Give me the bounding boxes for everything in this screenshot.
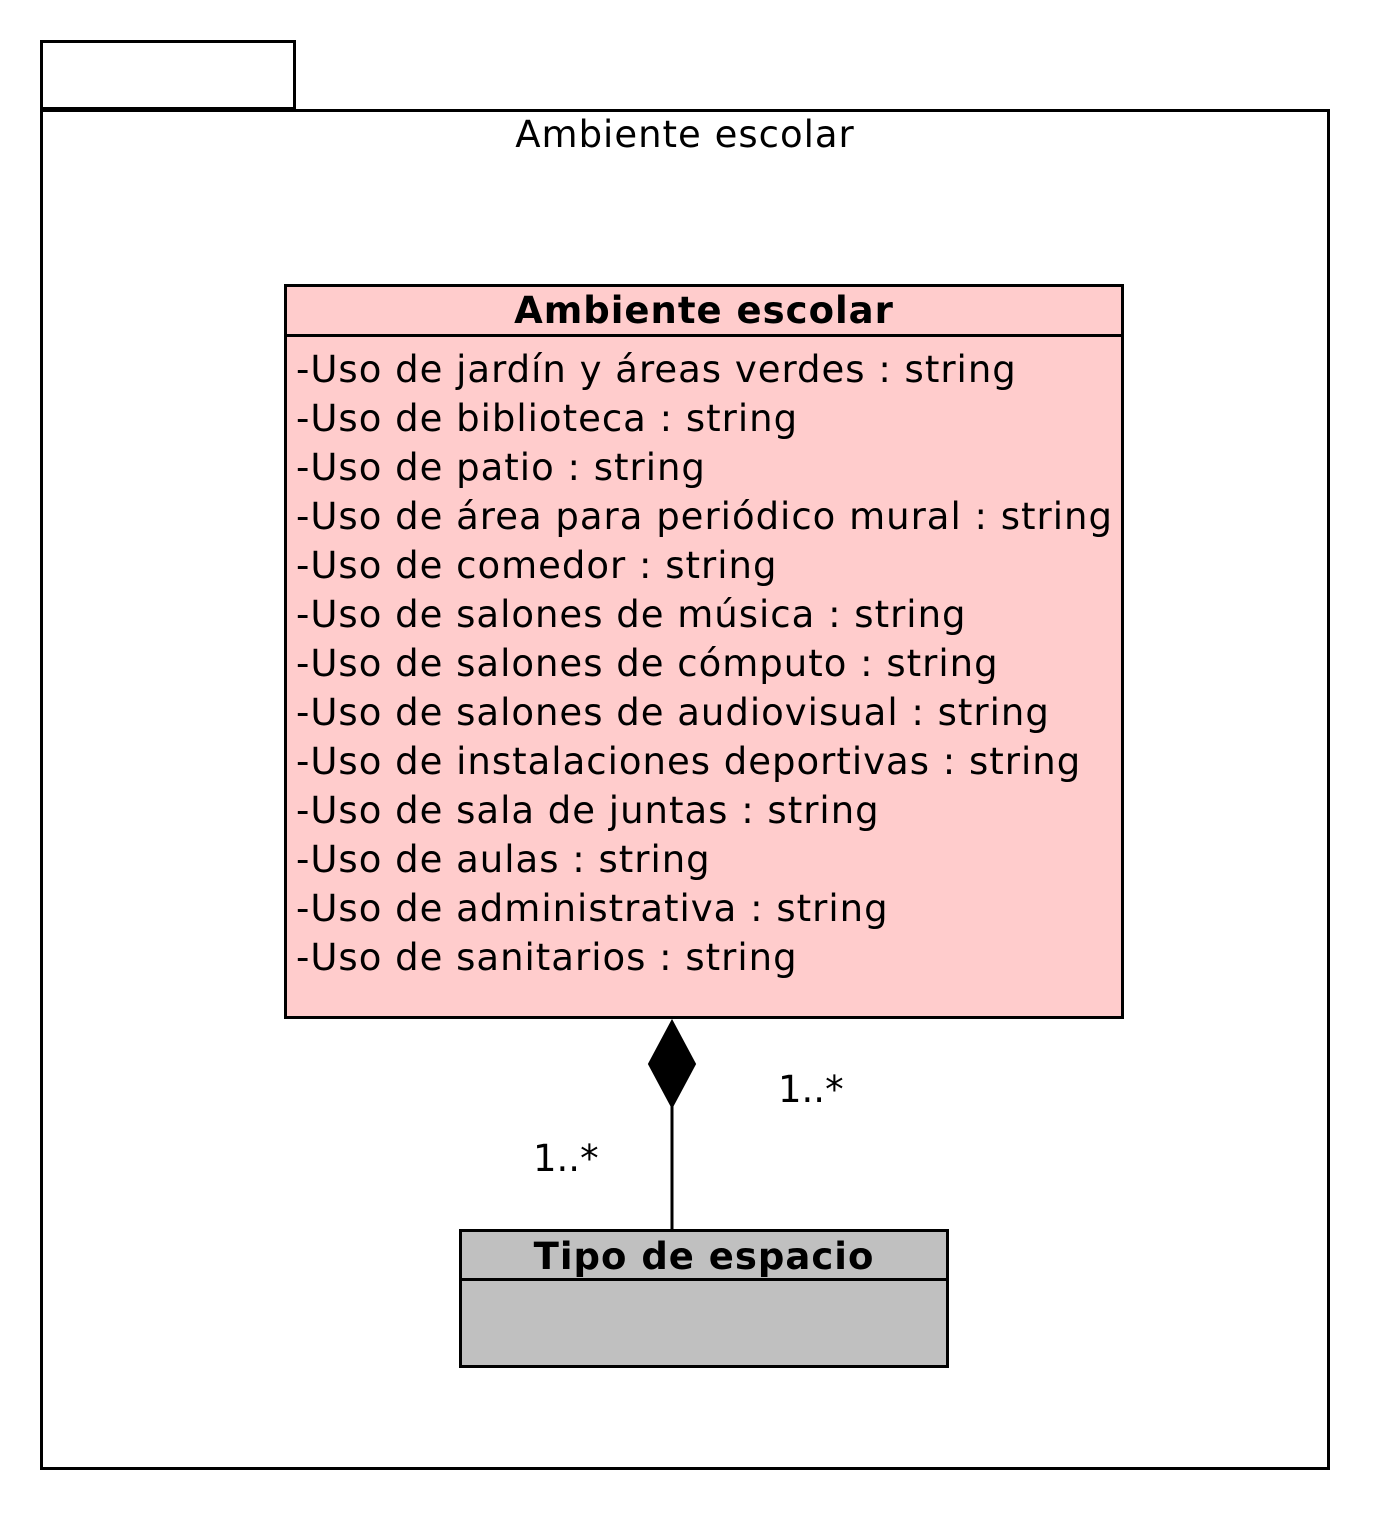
class-title: Ambiente escolar: [287, 287, 1121, 337]
attribute-list: -Uso de jardín y áreas verdes : string -…: [287, 337, 1121, 982]
class-tipo-de-espacio[interactable]: Tipo de espacio: [459, 1229, 949, 1368]
attribute: -Uso de área para periódico mural : stri…: [296, 495, 1113, 538]
class-ambiente-escolar[interactable]: Ambiente escolar -Uso de jardín y áreas …: [284, 284, 1124, 1019]
package-name: Ambiente escolar: [515, 113, 855, 156]
attribute: -Uso de comedor : string: [296, 544, 778, 587]
class-title: Tipo de espacio: [462, 1232, 946, 1281]
attribute: -Uso de jardín y áreas verdes : string: [296, 348, 1017, 391]
multiplicity-part: 1..*: [533, 1137, 599, 1180]
attribute: -Uso de instalaciones deportivas : strin…: [296, 740, 1082, 783]
attribute: -Uso de administrativa : string: [296, 887, 889, 930]
attribute: -Uso de salones de música : string: [296, 593, 967, 636]
attribute: -Uso de sanitarios : string: [296, 936, 798, 979]
attribute: -Uso de salones de audiovisual : string: [296, 691, 1050, 734]
attribute: -Uso de sala de juntas : string: [296, 789, 880, 832]
package-tab: [40, 40, 296, 110]
multiplicity-whole: 1..*: [778, 1068, 844, 1111]
composition-diamond: [647, 1018, 697, 1110]
attribute: -Uso de patio : string: [296, 446, 706, 489]
attribute: -Uso de aulas : string: [296, 838, 711, 881]
attribute: -Uso de biblioteca : string: [296, 397, 799, 440]
attribute: -Uso de salones de cómputo : string: [296, 642, 999, 685]
